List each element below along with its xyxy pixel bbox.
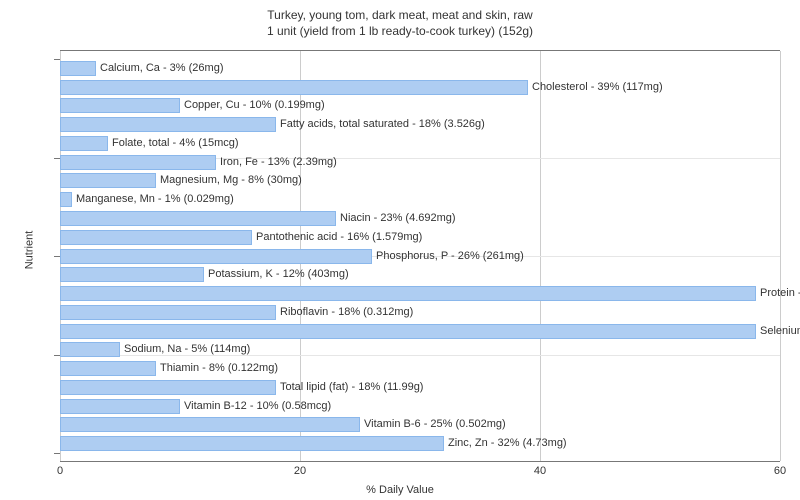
nutrient-bar: [60, 361, 156, 376]
title-line-2: 1 unit (yield from 1 lb ready-to-cook tu…: [267, 24, 533, 38]
nutrient-bar: [60, 286, 756, 301]
nutrient-bar-label: Calcium, Ca - 3% (26mg): [96, 61, 223, 76]
nutrient-bar-label: Vitamin B-12 - 10% (0.58mcg): [180, 399, 331, 414]
x-tick-label: 0: [57, 465, 63, 477]
x-axis-label: % Daily Value: [366, 484, 434, 496]
nutrient-bar-label: Thiamin - 8% (0.122mg): [156, 361, 278, 376]
nutrient-bar-label: Magnesium, Mg - 8% (30mg): [156, 173, 302, 188]
x-tick-label: 20: [294, 465, 306, 477]
nutrient-bar: [60, 211, 336, 226]
nutrient-bar: [60, 192, 72, 207]
nutrient-bar-label: Selenium, Se - 58% (40.4mcg): [756, 324, 800, 339]
nutrient-bar-label: Copper, Cu - 10% (0.199mg): [180, 98, 325, 113]
nutrient-bar: [60, 342, 120, 357]
nutrient-bar: [60, 173, 156, 188]
nutrient-bar: [60, 117, 276, 132]
nutrient-chart: Turkey, young tom, dark meat, meat and s…: [0, 0, 800, 500]
nutrient-bar-label: Manganese, Mn - 1% (0.029mg): [72, 192, 234, 207]
nutrient-bar-label: Iron, Fe - 13% (2.39mg): [216, 155, 337, 170]
nutrient-bar-label: Niacin - 23% (4.692mg): [336, 211, 456, 226]
y-tick: [54, 59, 60, 60]
y-tick: [54, 453, 60, 454]
nutrient-bar: [60, 61, 96, 76]
nutrient-bar-label: Riboflavin - 18% (0.312mg): [276, 305, 413, 320]
nutrient-bar: [60, 305, 276, 320]
nutrient-bar-label: Potassium, K - 12% (403mg): [204, 267, 349, 282]
nutrient-bar: [60, 267, 204, 282]
nutrient-bar-label: Fatty acids, total saturated - 18% (3.52…: [276, 117, 485, 132]
nutrient-bar-label: Total lipid (fat) - 18% (11.99g): [276, 380, 423, 395]
y-axis-label: Nutrient: [23, 231, 35, 270]
nutrient-bar: [60, 324, 756, 339]
nutrient-bar-label: Protein - 58% (28.96g): [756, 286, 800, 301]
nutrient-bar: [60, 436, 444, 451]
nutrient-bar-label: Pantothenic acid - 16% (1.579mg): [252, 230, 422, 245]
plot-area: 0204060Calcium, Ca - 3% (26mg)Cholestero…: [60, 50, 780, 462]
title-line-1: Turkey, young tom, dark meat, meat and s…: [267, 8, 532, 22]
nutrient-bar: [60, 136, 108, 151]
nutrient-bar: [60, 98, 180, 113]
nutrient-bar-label: Cholesterol - 39% (117mg): [528, 80, 663, 95]
nutrient-bar: [60, 249, 372, 264]
nutrient-bar-label: Folate, total - 4% (15mcg): [108, 136, 239, 151]
nutrient-bar-label: Vitamin B-6 - 25% (0.502mg): [360, 417, 506, 432]
nutrient-bar-label: Sodium, Na - 5% (114mg): [120, 342, 250, 357]
nutrient-bar: [60, 230, 252, 245]
x-tick-label: 60: [774, 465, 786, 477]
x-tick-label: 40: [534, 465, 546, 477]
nutrient-bar: [60, 399, 180, 414]
nutrient-bar: [60, 417, 360, 432]
nutrient-bar: [60, 155, 216, 170]
x-gridline: [780, 51, 781, 461]
nutrient-bar: [60, 80, 528, 95]
nutrient-bar-label: Zinc, Zn - 32% (4.73mg): [444, 436, 567, 451]
nutrient-bar-label: Phosphorus, P - 26% (261mg): [372, 249, 524, 264]
nutrient-bar: [60, 380, 276, 395]
chart-title: Turkey, young tom, dark meat, meat and s…: [0, 0, 800, 39]
